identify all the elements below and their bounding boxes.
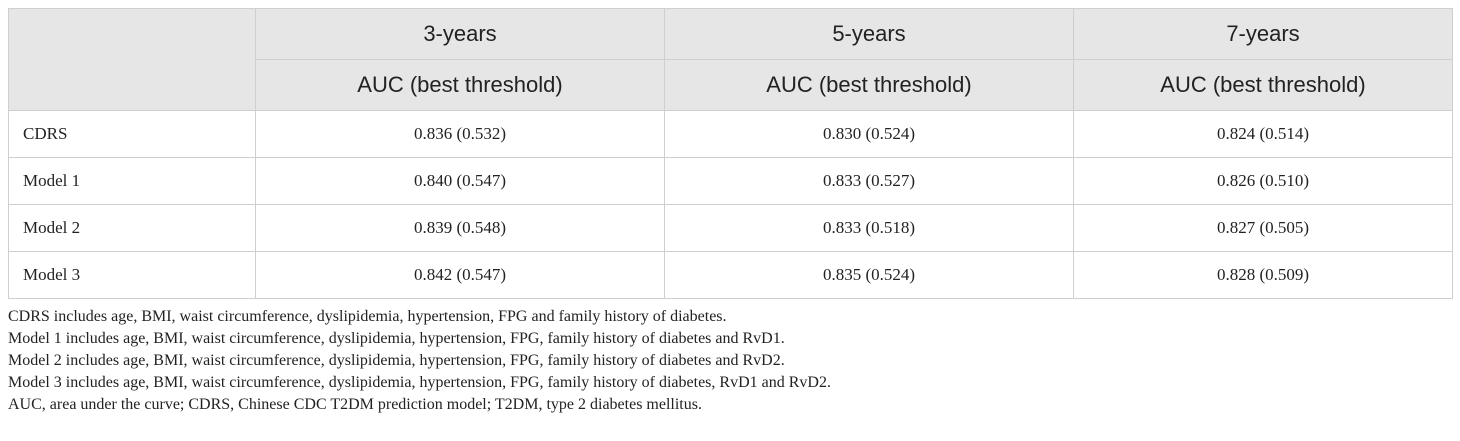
cell-value: 0.828 (0.509): [1073, 251, 1453, 299]
table-row: CDRS 0.836 (0.532) 0.830 (0.524) 0.824 (…: [8, 110, 1453, 158]
cell-value: 0.839 (0.548): [255, 204, 665, 252]
footnote: Model 2 includes age, BMI, waist circumf…: [8, 352, 785, 369]
row-label: Model 1: [8, 157, 256, 205]
footnote: AUC, area under the curve; CDRS, Chinese…: [8, 396, 702, 413]
cell-value: 0.836 (0.532): [255, 110, 665, 158]
header-metric-3-years: AUC (best threshold): [255, 59, 665, 111]
table-body: CDRS 0.836 (0.532) 0.830 (0.524) 0.824 (…: [8, 110, 1453, 299]
header-group-5-years: 5-years: [664, 8, 1074, 60]
auc-table: 3-years 5-years 7-years AUC (best thresh…: [8, 8, 1453, 299]
cell-value: 0.833 (0.518): [664, 204, 1074, 252]
cell-value: 0.830 (0.524): [664, 110, 1074, 158]
footnote: Model 1 includes age, BMI, waist circumf…: [8, 330, 785, 347]
header-row-metric: AUC (best threshold) AUC (best threshold…: [9, 59, 1453, 111]
header-metric-5-years: AUC (best threshold): [664, 59, 1074, 111]
table-header: 3-years 5-years 7-years AUC (best thresh…: [8, 8, 1453, 111]
table-row: Model 3 0.842 (0.547) 0.835 (0.524) 0.82…: [8, 251, 1453, 299]
table-row: Model 2 0.839 (0.548) 0.833 (0.518) 0.82…: [8, 204, 1453, 252]
cell-value: 0.842 (0.547): [255, 251, 665, 299]
table-footnotes: CDRS includes age, BMI, waist circumfere…: [8, 306, 1452, 416]
header-metric-7-years: AUC (best threshold): [1073, 59, 1453, 111]
row-label: Model 3: [8, 251, 256, 299]
header-group-7-years: 7-years: [1073, 8, 1453, 60]
row-label: CDRS: [8, 110, 256, 158]
footnote: CDRS includes age, BMI, waist circumfere…: [8, 308, 727, 325]
header-group-3-years: 3-years: [255, 8, 665, 60]
cell-value: 0.824 (0.514): [1073, 110, 1453, 158]
cell-value: 0.833 (0.527): [664, 157, 1074, 205]
cell-value: 0.826 (0.510): [1073, 157, 1453, 205]
cell-value: 0.827 (0.505): [1073, 204, 1453, 252]
header-row-groups: 3-years 5-years 7-years: [8, 8, 1453, 111]
cell-value: 0.835 (0.524): [664, 251, 1074, 299]
footnote: Model 3 includes age, BMI, waist circumf…: [8, 374, 831, 391]
table-figure: 3-years 5-years 7-years AUC (best thresh…: [8, 8, 1453, 416]
table-row: Model 1 0.840 (0.547) 0.833 (0.527) 0.82…: [8, 157, 1453, 205]
cell-value: 0.840 (0.547): [255, 157, 665, 205]
header-corner-cell: [8, 8, 256, 111]
row-label: Model 2: [8, 204, 256, 252]
